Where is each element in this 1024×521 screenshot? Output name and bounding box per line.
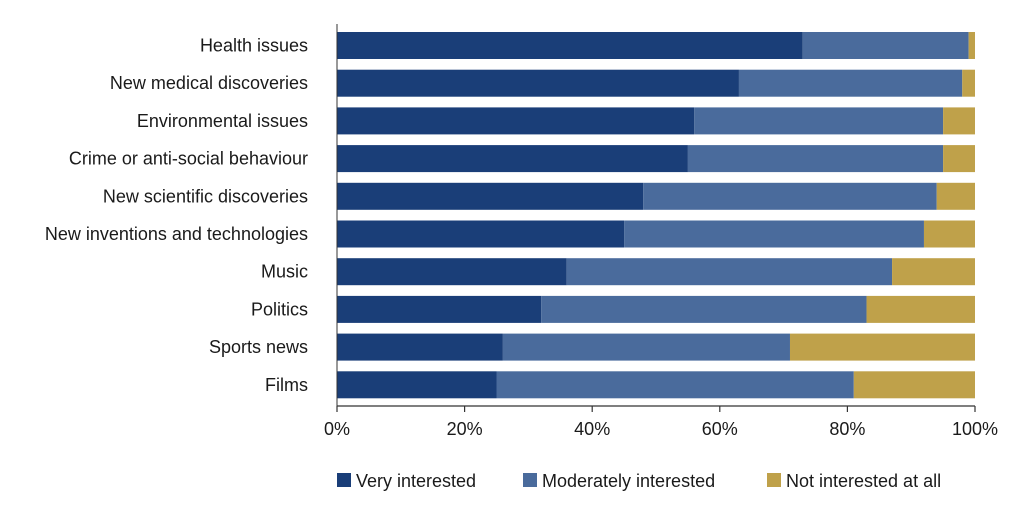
x-tick-label: 60% xyxy=(702,419,738,439)
bar-crime-or-anti-social-behaviour-not-interested-at-all xyxy=(943,145,975,173)
category-label: Health issues xyxy=(200,36,308,56)
bar-environmental-issues-very-interested xyxy=(337,107,695,135)
x-tick-label: 40% xyxy=(574,419,610,439)
category-label: Environmental issues xyxy=(137,111,308,131)
bar-new-inventions-and-technologies-not-interested-at-all xyxy=(923,220,975,248)
bar-sports-news-moderately-interested xyxy=(502,333,790,361)
category-label: Politics xyxy=(251,299,308,319)
bar-music-not-interested-at-all xyxy=(892,258,975,286)
category-label: Crime or anti-social behaviour xyxy=(69,149,308,169)
bar-politics-very-interested xyxy=(337,295,542,323)
bar-new-scientific-discoveries-moderately-interested xyxy=(643,182,937,210)
bar-films-very-interested xyxy=(337,371,497,399)
bar-new-inventions-and-technologies-moderately-interested xyxy=(624,220,924,248)
bar-health-issues-moderately-interested xyxy=(802,32,969,59)
x-axis: 0% 20% 40% 60% 80% 100% xyxy=(324,24,998,439)
category-label: Sports news xyxy=(209,337,308,357)
bar-films-moderately-interested xyxy=(496,371,854,399)
bar-sports-news-very-interested xyxy=(337,333,503,361)
bar-new-medical-discoveries-very-interested xyxy=(337,69,739,97)
category-labels: Health issues New medical discoveries Envi… xyxy=(45,36,308,395)
bar-environmental-issues-not-interested-at-all xyxy=(943,107,975,135)
x-tick-label: 20% xyxy=(447,419,483,439)
bar-new-inventions-and-technologies-very-interested xyxy=(337,220,625,248)
legend-label-very-interested: Very interested xyxy=(356,471,476,491)
legend-swatch-not-interested-at-all xyxy=(767,473,781,487)
legend: Very interested Moderately interested Not … xyxy=(337,471,941,491)
bar-health-issues-very-interested xyxy=(337,32,803,59)
bar-sports-news-not-interested-at-all xyxy=(789,333,975,361)
bar-music-very-interested xyxy=(337,258,567,286)
bar-crime-or-anti-social-behaviour-moderately-interested xyxy=(687,145,944,173)
bar-new-medical-discoveries-moderately-interested xyxy=(738,69,963,97)
category-label: Films xyxy=(265,375,308,395)
bar-films-not-interested-at-all xyxy=(853,371,975,399)
legend-label-moderately-interested: Moderately interested xyxy=(542,471,715,491)
legend-label-not-interested-at-all: Not interested at all xyxy=(786,471,941,491)
x-tick-label: 80% xyxy=(829,419,865,439)
x-tick-label: 0% xyxy=(324,419,350,439)
category-label: New medical discoveries xyxy=(110,73,308,93)
bar-new-scientific-discoveries-very-interested xyxy=(337,182,644,210)
category-label: New scientific discoveries xyxy=(103,186,308,206)
bar-politics-moderately-interested xyxy=(541,295,867,323)
category-label: Music xyxy=(261,262,308,282)
bar-new-medical-discoveries-not-interested-at-all xyxy=(962,69,975,97)
bar-health-issues-not-interested-at-all xyxy=(968,32,975,59)
category-label: New inventions and technologies xyxy=(45,224,308,244)
bar-environmental-issues-moderately-interested xyxy=(694,107,944,135)
x-tick-label: 100% xyxy=(952,419,998,439)
bar-new-scientific-discoveries-not-interested-at-all xyxy=(936,182,975,210)
bars-group xyxy=(337,32,975,399)
bar-politics-not-interested-at-all xyxy=(866,295,975,323)
legend-swatch-very-interested xyxy=(337,473,351,487)
legend-swatch-moderately-interested xyxy=(523,473,537,487)
bar-music-moderately-interested xyxy=(566,258,893,286)
bar-crime-or-anti-social-behaviour-very-interested xyxy=(337,145,688,173)
